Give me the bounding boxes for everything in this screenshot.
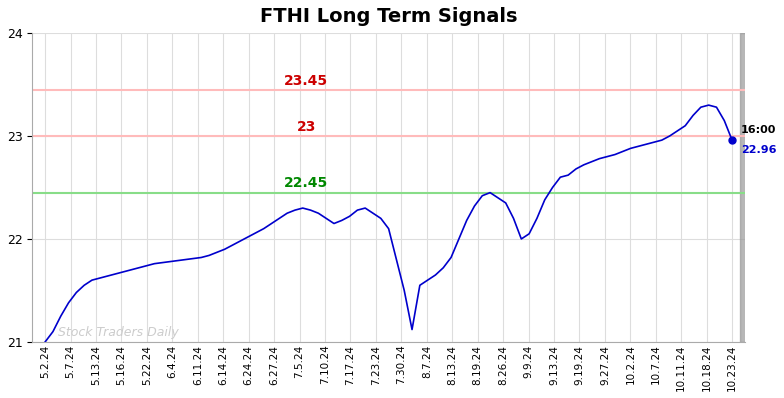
Text: Stock Traders Daily: Stock Traders Daily [58, 326, 179, 339]
Text: 23.45: 23.45 [284, 74, 328, 88]
Text: 16:00: 16:00 [741, 125, 776, 135]
Title: FTHI Long Term Signals: FTHI Long Term Signals [260, 7, 517, 26]
Text: 22.96: 22.96 [741, 145, 776, 155]
Text: 22.45: 22.45 [284, 176, 328, 191]
Bar [740, 33, 746, 342]
Text: 23: 23 [296, 120, 316, 134]
